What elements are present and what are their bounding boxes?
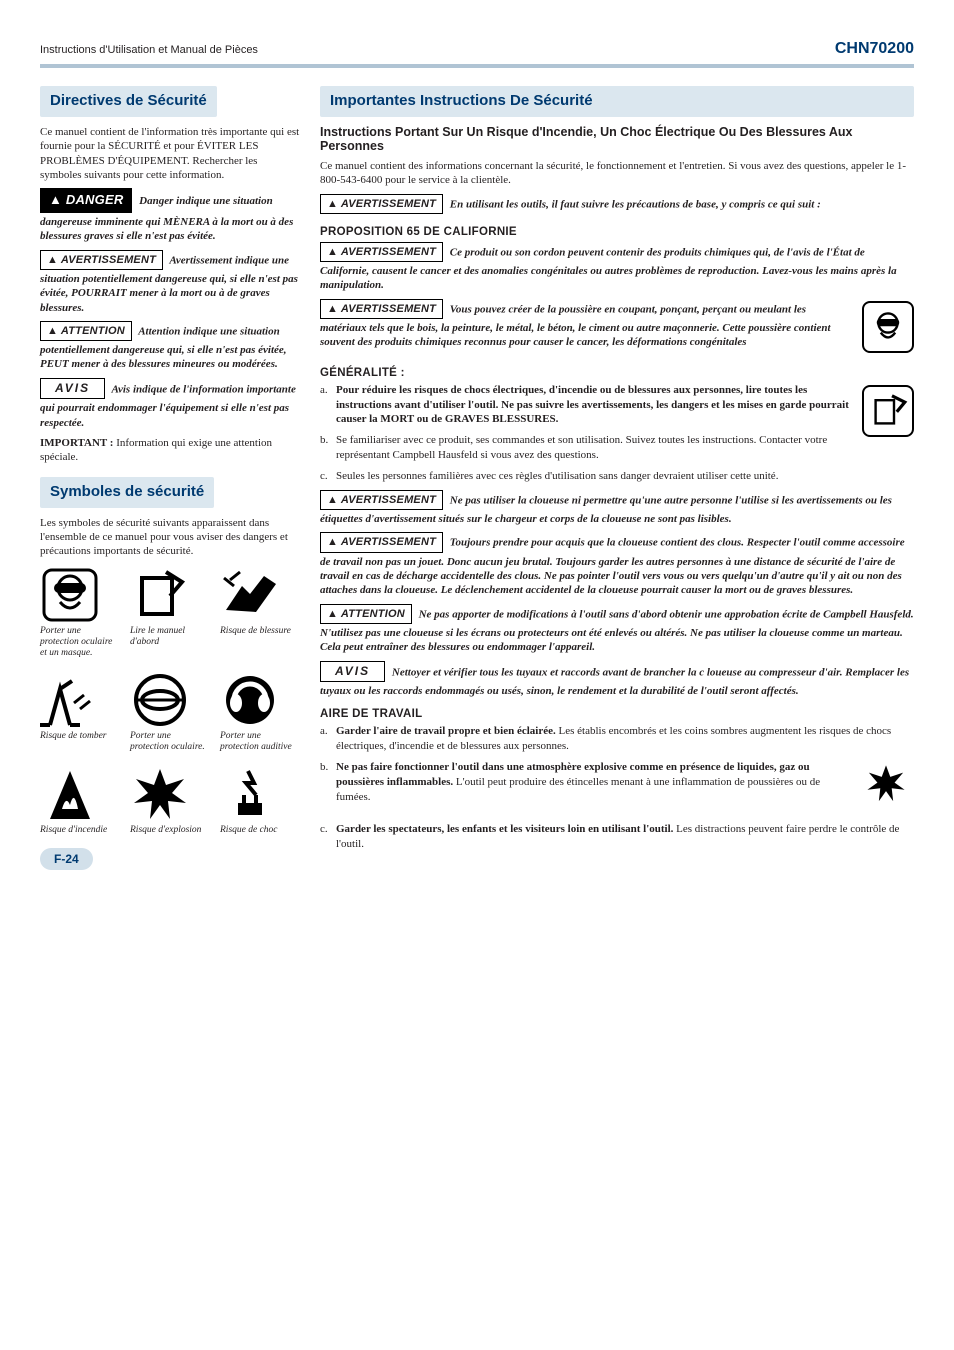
list-item: b.Se familiariser avec ce produit, ses c… [320, 433, 854, 463]
general-list: a.Pour réduire les risques de chocs élec… [320, 383, 914, 484]
symbol-caption: Risque de tomber [40, 731, 116, 742]
avert-label: ▲ AVERTISSEMENT [320, 299, 443, 319]
eye-protection-icon [130, 671, 190, 729]
section-title-importantes: Importantes Instructions De Sécurité [320, 86, 914, 117]
list-item: c.Seules les personnes familières avec c… [320, 469, 914, 484]
avis1-text: Nettoyer et vérifier tous les tuyaux et … [320, 666, 909, 697]
avert-intro: ▲ AVERTISSEMENT En utilisant les outils,… [320, 194, 914, 216]
aire-list: a. Garder l'aire de travail propre et bi… [320, 724, 914, 851]
shock-icon [220, 765, 280, 823]
gen-b: Se familiariser avec ce produit, ses com… [336, 433, 854, 463]
symbol-caption: Risque de choc [220, 825, 296, 836]
symbol-shock: Risque de choc [220, 765, 296, 836]
avis1-block: AVIS Nettoyer et vérifier tous les tuyau… [320, 661, 914, 699]
explosion-icon [130, 765, 190, 823]
symbol-grid: Porter une protection oculaire et un mas… [40, 566, 300, 836]
header-row: Instructions d'Utilisation et Manual de … [40, 40, 914, 64]
symbol-hearing-protection: Porter une protection auditive [220, 671, 296, 753]
avert2-block: ▲ AVERTISSEMENT Ne pas utiliser la cloue… [320, 490, 914, 527]
left-column: Directives de Sécurité Ce manuel contien… [40, 86, 300, 858]
section-title-symboles: Symboles de sécurité [40, 477, 214, 508]
mask-icon [862, 301, 914, 353]
tool-code: CHN70200 [835, 40, 914, 58]
avert-label: ▲ AVERTISSEMENT [40, 250, 163, 270]
right-column: Importantes Instructions De Sécurité Ins… [320, 86, 914, 858]
symboles-intro: Les symboles de sécurité suivants appara… [40, 516, 300, 559]
att-label: ▲ ATTENTION [320, 604, 412, 624]
right-intro: Ce manuel contient des informations conc… [320, 159, 914, 188]
avis-label: AVIS [40, 378, 105, 400]
list-item: c. Garder les spectateurs, les enfants e… [320, 822, 914, 852]
gen-c: Seules les personnes familières avec ces… [336, 469, 778, 484]
symbol-read-manual: Lire le manuel d'abord [130, 566, 206, 659]
dust-block: ▲ AVERTISSEMENT Vous pouvez créer de la … [320, 299, 914, 350]
symbol-caption: Porter une protection oculaire et un mas… [40, 626, 116, 659]
page-number-badge: F-24 [40, 848, 93, 870]
injury-icon [220, 566, 280, 624]
avert-label: ▲ AVERTISSEMENT [320, 194, 443, 214]
list-item: a. Garder l'aire de travail propre et bi… [320, 724, 914, 754]
avert-label: ▲ AVERTISSEMENT [320, 532, 443, 552]
heading-general: GÉNÉRALITÉ : [320, 367, 914, 379]
goggles-mask-icon [40, 566, 100, 624]
aire-c-lead: Garder les spectateurs, les enfants et l… [336, 823, 673, 835]
symbol-fall: Risque de tomber [40, 671, 116, 753]
avert-label: ▲ AVERTISSEMENT [320, 490, 443, 510]
header-left: Instructions d'Utilisation et Manual de … [40, 44, 258, 56]
symbol-explosion: Risque d'explosion [130, 765, 206, 836]
list-item: a.Pour réduire les risques de chocs élec… [320, 383, 854, 428]
subtitle-instructions: Instructions Portant Sur Un Risque d'Inc… [320, 125, 914, 153]
symbol-caption: Risque de blessure [220, 626, 296, 637]
symbol-eye-protection: Porter une protection oculaire. [130, 671, 206, 753]
symbol-caption: Porter une protection auditive [220, 731, 296, 753]
explosion-icon [858, 756, 914, 812]
att-block: ▲ ATTENTION Attention indique une situat… [40, 321, 300, 372]
avis-block: AVIS Avis indique de l'information impor… [40, 378, 300, 430]
heading-prop65: PROPOSITION 65 DE CALIFORNIE [320, 226, 914, 238]
section-title-directives: Directives de Sécurité [40, 86, 217, 117]
avert-label: ▲ AVERTISSEMENT [320, 242, 443, 262]
att1-block: ▲ ATTENTION Ne pas apporter de modificat… [320, 604, 914, 655]
important-lead: IMPORTANT : [40, 437, 113, 449]
symbol-injury: Risque de blessure [220, 566, 296, 659]
att-label: ▲ ATTENTION [40, 321, 132, 341]
hearing-protection-icon [220, 671, 280, 729]
symbol-goggles-mask: Porter une protection oculaire et un mas… [40, 566, 116, 659]
important-block: IMPORTANT : Information qui exige une at… [40, 436, 300, 465]
aire-a-lead: Garder l'aire de travail propre et bien … [336, 725, 556, 737]
header-divider [40, 64, 914, 68]
gen-a: Pour réduire les risques de chocs électr… [336, 383, 854, 428]
heading-aire: AIRE DE TRAVAIL [320, 708, 914, 720]
avis-label: AVIS [320, 661, 385, 683]
directives-intro: Ce manuel contient de l'information très… [40, 125, 300, 182]
symbol-caption: Porter une protection oculaire. [130, 731, 206, 753]
avert-intro-text: En utilisant les outils, il faut suivre … [450, 198, 821, 210]
symbol-caption: Risque d'explosion [130, 825, 206, 836]
fire-icon [40, 765, 100, 823]
symbol-fire: Risque d'incendie [40, 765, 116, 836]
fall-icon [40, 671, 100, 729]
symbol-caption: Lire le manuel d'abord [130, 626, 206, 648]
danger-block: ▲ DANGER Danger indique une situation da… [40, 188, 300, 243]
symbol-caption: Risque d'incendie [40, 825, 116, 836]
danger-label: ▲ DANGER [40, 188, 132, 213]
avert3-block: ▲ AVERTISSEMENT Toujours prendre pour ac… [320, 532, 914, 597]
list-item: b. Ne pas faire fonctionner l'outil dans… [320, 760, 914, 816]
read-manual-icon [130, 566, 190, 624]
avert-block: ▲ AVERTISSEMENT Avertissement indique un… [40, 250, 300, 315]
prop65-block: ▲ AVERTISSEMENT Ce produit ou son cordon… [320, 242, 914, 293]
read-manual-icon [862, 385, 914, 437]
